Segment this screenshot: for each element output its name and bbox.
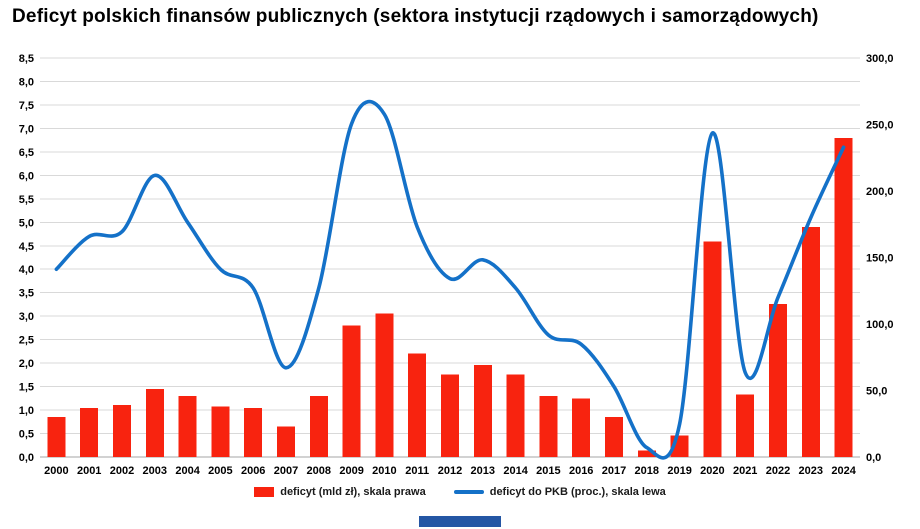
svg-text:2014: 2014	[503, 465, 528, 477]
bar-2022	[769, 304, 787, 457]
svg-text:6,5: 6,5	[19, 147, 34, 159]
svg-text:2023: 2023	[799, 465, 823, 477]
svg-text:2015: 2015	[536, 465, 560, 477]
svg-text:2008: 2008	[307, 465, 331, 477]
x-axis-labels: 2000 2001 2002 2003 2004 2005 2006 2007 2008 2009…	[44, 465, 857, 477]
svg-text:5,0: 5,0	[19, 217, 34, 229]
svg-text:8,0: 8,0	[19, 76, 34, 88]
svg-text:250,0: 250,0	[866, 120, 894, 132]
svg-text:2019: 2019	[667, 465, 691, 477]
svg-text:4,0: 4,0	[19, 264, 34, 276]
bar-2013	[473, 365, 492, 457]
bar-2017	[605, 417, 623, 457]
svg-text:2013: 2013	[471, 465, 495, 477]
svg-text:50,0: 50,0	[866, 386, 887, 398]
svg-text:0,0: 0,0	[866, 452, 881, 464]
legend-item-line: deficyt do PKB (proc.), skala lewa	[453, 486, 666, 498]
svg-text:2003: 2003	[143, 465, 167, 477]
bar-2008	[309, 395, 328, 457]
svg-text:5,5: 5,5	[19, 194, 34, 206]
chart-title: Deficyt polskich finansów publicznych (s…	[12, 6, 819, 27]
svg-text:0,5: 0,5	[19, 429, 34, 441]
svg-text:4,5: 4,5	[19, 241, 34, 253]
svg-text:2002: 2002	[110, 465, 134, 477]
svg-text:7,0: 7,0	[19, 123, 34, 135]
legend-line-label: deficyt do PKB (proc.), skala lewa	[489, 486, 666, 498]
svg-text:2024: 2024	[831, 465, 856, 477]
bar-2005	[211, 406, 230, 457]
svg-text:200,0: 200,0	[866, 186, 894, 198]
svg-text:2006: 2006	[241, 465, 265, 477]
svg-text:2010: 2010	[372, 465, 396, 477]
svg-text:150,0: 150,0	[866, 253, 894, 265]
bar-2023	[801, 226, 820, 457]
svg-text:2005: 2005	[208, 465, 232, 477]
legend-item-bar: deficyt (mld zł), skala prawa	[254, 486, 426, 498]
bar-2016	[572, 398, 591, 457]
bar-2018	[637, 450, 656, 457]
svg-text:8,5: 8,5	[19, 53, 34, 65]
bar-2010	[375, 313, 394, 457]
bar-2009	[342, 325, 361, 457]
bar-2012	[441, 374, 459, 457]
svg-text:2,0: 2,0	[19, 358, 34, 370]
svg-text:0,0: 0,0	[19, 452, 34, 464]
bar-2003	[145, 389, 164, 457]
svg-text:2022: 2022	[766, 465, 790, 477]
svg-text:100,0: 100,0	[866, 319, 894, 331]
svg-text:2012: 2012	[438, 465, 462, 477]
svg-text:6,0: 6,0	[19, 170, 34, 182]
svg-text:2011: 2011	[405, 465, 429, 477]
svg-text:2016: 2016	[569, 465, 593, 477]
bar-2011	[408, 353, 427, 457]
bar-2007	[277, 426, 295, 457]
svg-text:2020: 2020	[700, 465, 724, 477]
svg-text:3,0: 3,0	[19, 311, 34, 323]
bar-series	[47, 137, 853, 458]
bar-2000	[47, 417, 66, 457]
svg-text:2009: 2009	[339, 465, 363, 477]
footer-brand-bar	[419, 516, 501, 527]
bar-2001	[80, 407, 99, 457]
bar-2015	[539, 395, 558, 457]
bar-swatch-icon	[254, 487, 275, 497]
bar-2024	[834, 137, 853, 458]
svg-text:2018: 2018	[635, 465, 659, 477]
bar-2004	[178, 395, 197, 457]
chart-legend: deficyt (mld zł), skala prawa deficyt do…	[0, 486, 920, 498]
svg-text:2021: 2021	[733, 465, 757, 477]
svg-text:2001: 2001	[77, 465, 101, 477]
svg-text:300,0: 300,0	[866, 53, 894, 65]
svg-text:3,5: 3,5	[19, 288, 34, 300]
svg-text:2004: 2004	[175, 465, 200, 477]
bar-2020	[703, 241, 722, 457]
bar-2014	[506, 374, 525, 457]
bar-2021	[736, 394, 755, 457]
left-axis-labels: 0,0 0,5 1,0 1,5 2,0 2,5 3,0 3,5 4,0 4,5 5,0 5,5 6,0 6…	[19, 53, 34, 464]
svg-text:2007: 2007	[274, 465, 298, 477]
bar-2002	[113, 405, 131, 457]
legend-bar-label: deficyt (mld zł), skala prawa	[280, 486, 426, 498]
chart-plot: 0,0 0,5 1,0 1,5 2,0 2,5 3,0 3,5 4,0 4,5 5,0 5,5 6,0 6…	[19, 53, 894, 477]
svg-text:2,5: 2,5	[19, 335, 34, 347]
svg-text:7,5: 7,5	[19, 100, 34, 112]
svg-text:1,0: 1,0	[19, 405, 34, 417]
right-axis-labels: 0,0 50,0 100,0 150,0 200,0 250,0 300,0	[866, 53, 894, 464]
svg-text:1,5: 1,5	[19, 382, 34, 394]
svg-text:2000: 2000	[44, 465, 68, 477]
line-series	[54, 99, 846, 460]
bar-2006	[244, 407, 263, 457]
line-swatch-icon	[453, 490, 484, 494]
svg-text:2017: 2017	[602, 465, 626, 477]
